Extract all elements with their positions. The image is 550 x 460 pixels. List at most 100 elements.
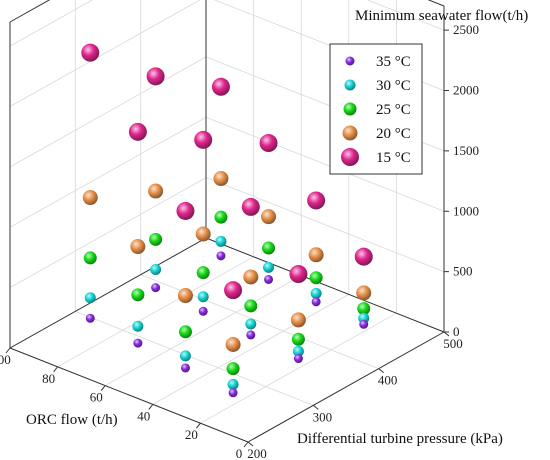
legend-label: 35 °C	[376, 54, 411, 70]
x-tick-label: 0	[236, 446, 243, 460]
data-point	[211, 77, 230, 96]
z-tick-label: 1000	[453, 203, 479, 218]
data-point	[308, 247, 324, 263]
box-edge	[247, 331, 445, 443]
data-point	[131, 288, 145, 302]
y-tick-label: 200	[247, 446, 267, 460]
tick-layer: 0204060801002003004005000500100015002000…	[0, 22, 479, 460]
wall-gridline	[205, 116, 445, 212]
data-point	[132, 320, 144, 332]
data-point	[356, 285, 372, 301]
y-axis-title: Differential turbine pressure (kPa)	[297, 431, 503, 447]
x-tick-label: 40	[137, 408, 150, 423]
data-point	[149, 232, 163, 246]
y-tick-label: 300	[313, 409, 333, 424]
legend-label: 15 °C	[376, 150, 411, 166]
legend-label: 25 °C	[376, 102, 411, 118]
x-tick	[148, 404, 154, 410]
data-point	[226, 362, 240, 376]
floor-gridline	[152, 294, 349, 405]
data-point	[82, 190, 98, 206]
box-edge	[427, 0, 445, 7]
data-point	[213, 171, 229, 187]
legend-marker	[343, 102, 357, 116]
data-point	[307, 191, 326, 210]
x-axis-title: ORC flow (t/h)	[26, 412, 118, 428]
z-axis-title: Minimum seawater flow(t/h)	[355, 8, 528, 24]
y-tick	[378, 368, 384, 374]
data-point	[151, 283, 161, 293]
wall-gridline	[9, 56, 207, 168]
data-point	[357, 302, 371, 316]
data-point	[259, 134, 278, 153]
legend-label: 20 °C	[376, 126, 411, 142]
floor-gridline	[75, 310, 314, 406]
data-point	[83, 251, 97, 265]
data-point	[133, 338, 143, 348]
data-point	[198, 306, 208, 316]
legend-label: 30 °C	[376, 78, 411, 94]
legend-marker	[345, 56, 355, 66]
x-tick-label: 20	[185, 427, 198, 442]
data-point	[245, 318, 257, 330]
data-point	[227, 378, 239, 390]
data-point	[150, 264, 162, 276]
y-tick	[443, 331, 450, 337]
z-tick-label: 0	[453, 324, 460, 339]
legend-marker	[344, 79, 356, 91]
point-layer	[81, 43, 373, 398]
data-point	[291, 332, 305, 346]
wall-gridline	[9, 116, 207, 228]
data-point	[194, 130, 213, 149]
x-tick-label: 100	[0, 352, 11, 367]
box-edge	[9, 0, 51, 23]
data-point	[196, 266, 210, 280]
x-tick	[196, 422, 201, 429]
x-tick	[5, 347, 11, 354]
legend[interactable]: 35 °C 30 °C 25 °C 20 °C 15 °C	[329, 43, 423, 175]
data-point	[289, 265, 308, 284]
y-tick	[313, 404, 319, 410]
floor-gridline	[200, 312, 397, 424]
data-point	[85, 313, 95, 323]
data-point	[309, 271, 323, 285]
data-point	[310, 287, 322, 299]
data-point	[246, 330, 256, 340]
data-point	[216, 251, 226, 261]
data-point	[293, 354, 303, 364]
wall-gridline	[9, 177, 207, 288]
data-point	[178, 325, 192, 339]
data-point	[81, 43, 100, 62]
floor-gridline	[140, 274, 379, 370]
x-tick	[100, 385, 106, 391]
frame-layer	[9, 0, 445, 443]
z-tick-label: 1500	[453, 143, 479, 158]
data-point	[264, 274, 274, 284]
data-point	[214, 210, 228, 224]
wall-gridline	[9, 0, 94, 47]
data-point	[197, 291, 209, 303]
data-point	[84, 292, 96, 304]
wall-gridline	[9, 0, 201, 107]
data-point	[228, 388, 238, 398]
data-point	[128, 122, 147, 141]
data-point	[179, 350, 191, 362]
wall-gridline	[366, 0, 445, 31]
x-tick-label: 80	[42, 371, 55, 386]
data-point	[292, 345, 304, 357]
data-point	[176, 201, 195, 220]
data-point	[359, 319, 369, 329]
floor-gridline	[105, 275, 302, 386]
data-point	[130, 239, 146, 255]
data-point	[261, 209, 277, 225]
z-tick-label: 2000	[453, 83, 479, 98]
z-tick-label: 2500	[453, 22, 479, 37]
data-point	[290, 312, 306, 328]
floor-gridline	[57, 256, 254, 368]
x-tick-label: 60	[90, 390, 103, 405]
data-point	[195, 226, 211, 242]
data-point	[225, 336, 241, 352]
box-edge	[205, 237, 445, 333]
